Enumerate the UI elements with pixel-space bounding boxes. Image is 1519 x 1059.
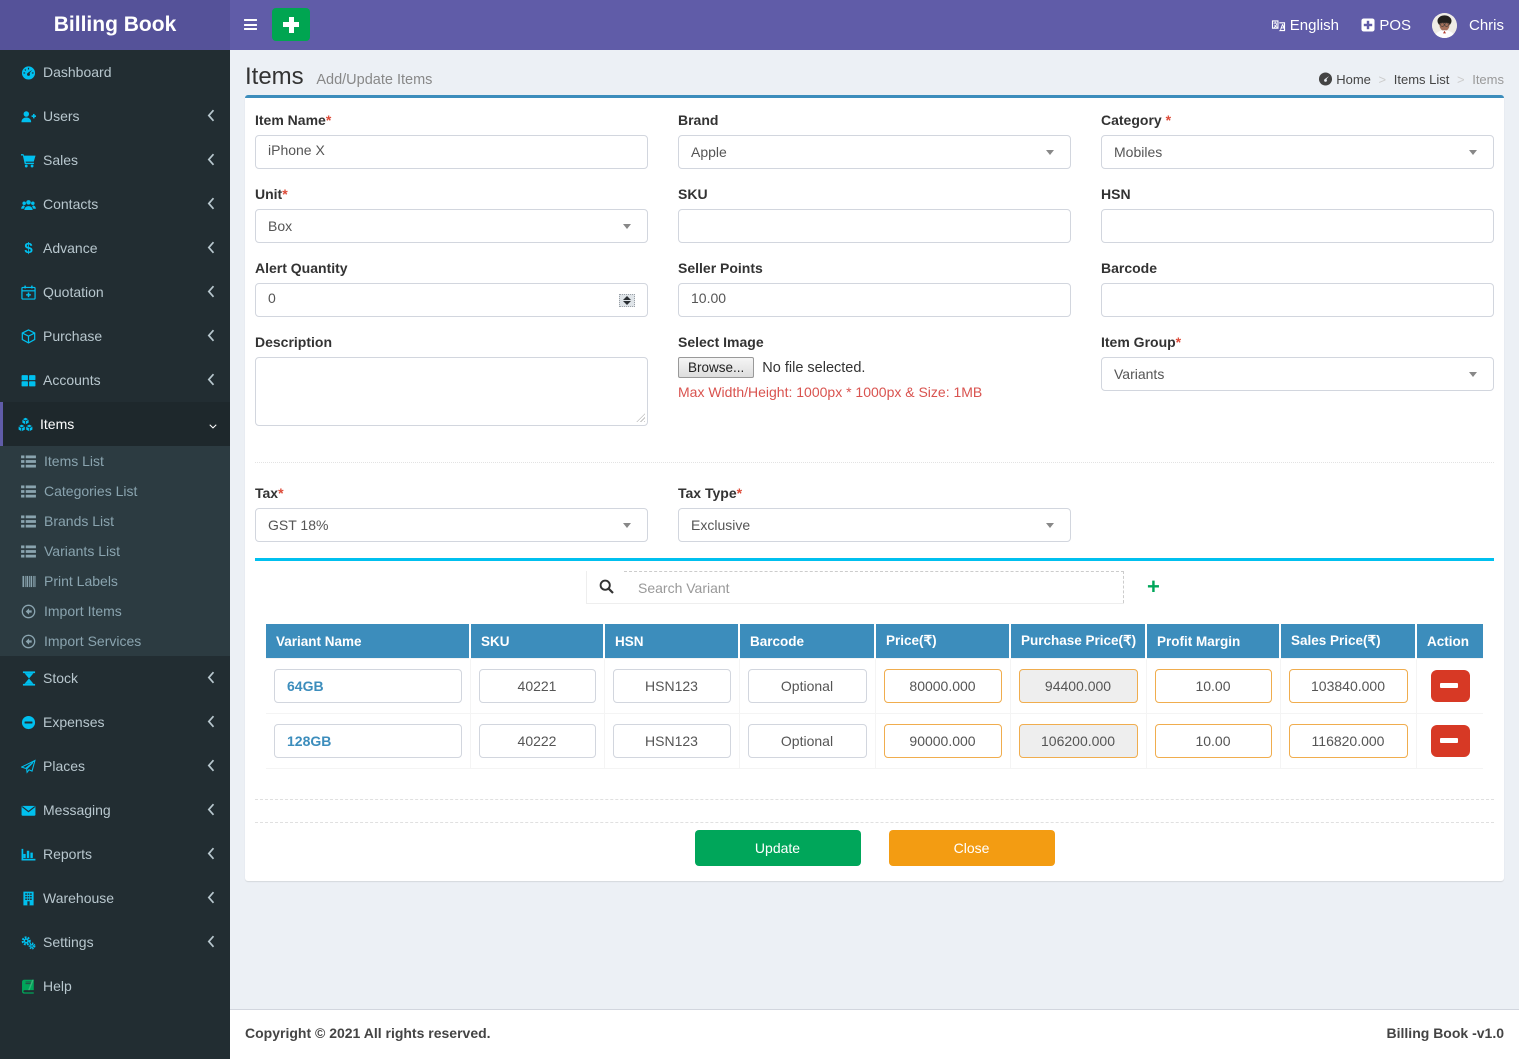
svg-text:$: $ [24, 240, 33, 256]
